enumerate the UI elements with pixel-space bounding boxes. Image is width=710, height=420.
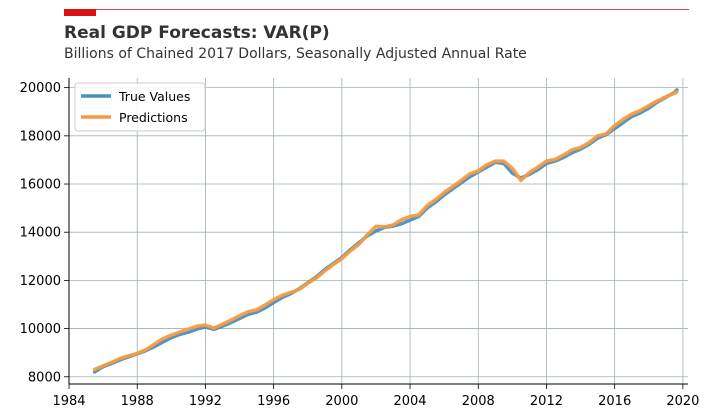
legend-label-predictions: Predictions (119, 110, 188, 125)
axes (68, 78, 688, 385)
legend-label-true-values: True Values (118, 89, 190, 104)
grid (68, 78, 688, 384)
chart-title: Real GDP Forecasts: VAR(P) (64, 23, 330, 43)
x-tick-label: 2016 (598, 394, 631, 409)
series-line-predictions (92, 90, 679, 372)
x-tick-label: 2012 (530, 394, 563, 409)
x-tick-label: 1988 (121, 394, 154, 409)
x-tick-label: 2008 (462, 394, 495, 409)
x-tick-label: 1996 (257, 394, 290, 409)
x-axis-ticks: 1984 1988 1992 1996 2000 2004 2008 2012 2016 2020 (52, 384, 699, 409)
x-tick-label: 2000 (325, 394, 358, 409)
x-tick-label: 2020 (666, 394, 699, 409)
y-tick-label: 8000 (28, 370, 61, 385)
accent-bar (64, 9, 96, 16)
series-lines (92, 88, 679, 374)
legend: True Values Predictions (74, 82, 206, 132)
y-tick-label: 20000 (20, 81, 61, 96)
chart-subtitle: Billions of Chained 2017 Dollars, Season… (64, 46, 527, 62)
x-tick-label: 1984 (52, 394, 85, 409)
x-tick-label: 2004 (393, 394, 426, 409)
y-tick-label: 12000 (20, 274, 61, 289)
x-tick-label: 1992 (189, 394, 222, 409)
y-tick-label: 14000 (20, 226, 61, 241)
y-tick-label: 10000 (20, 322, 61, 337)
y-tick-label: 16000 (20, 178, 61, 193)
y-axis-ticks: 8000 10000 12000 14000 16000 18000 20000 (20, 81, 69, 385)
y-tick-label: 18000 (20, 129, 61, 144)
